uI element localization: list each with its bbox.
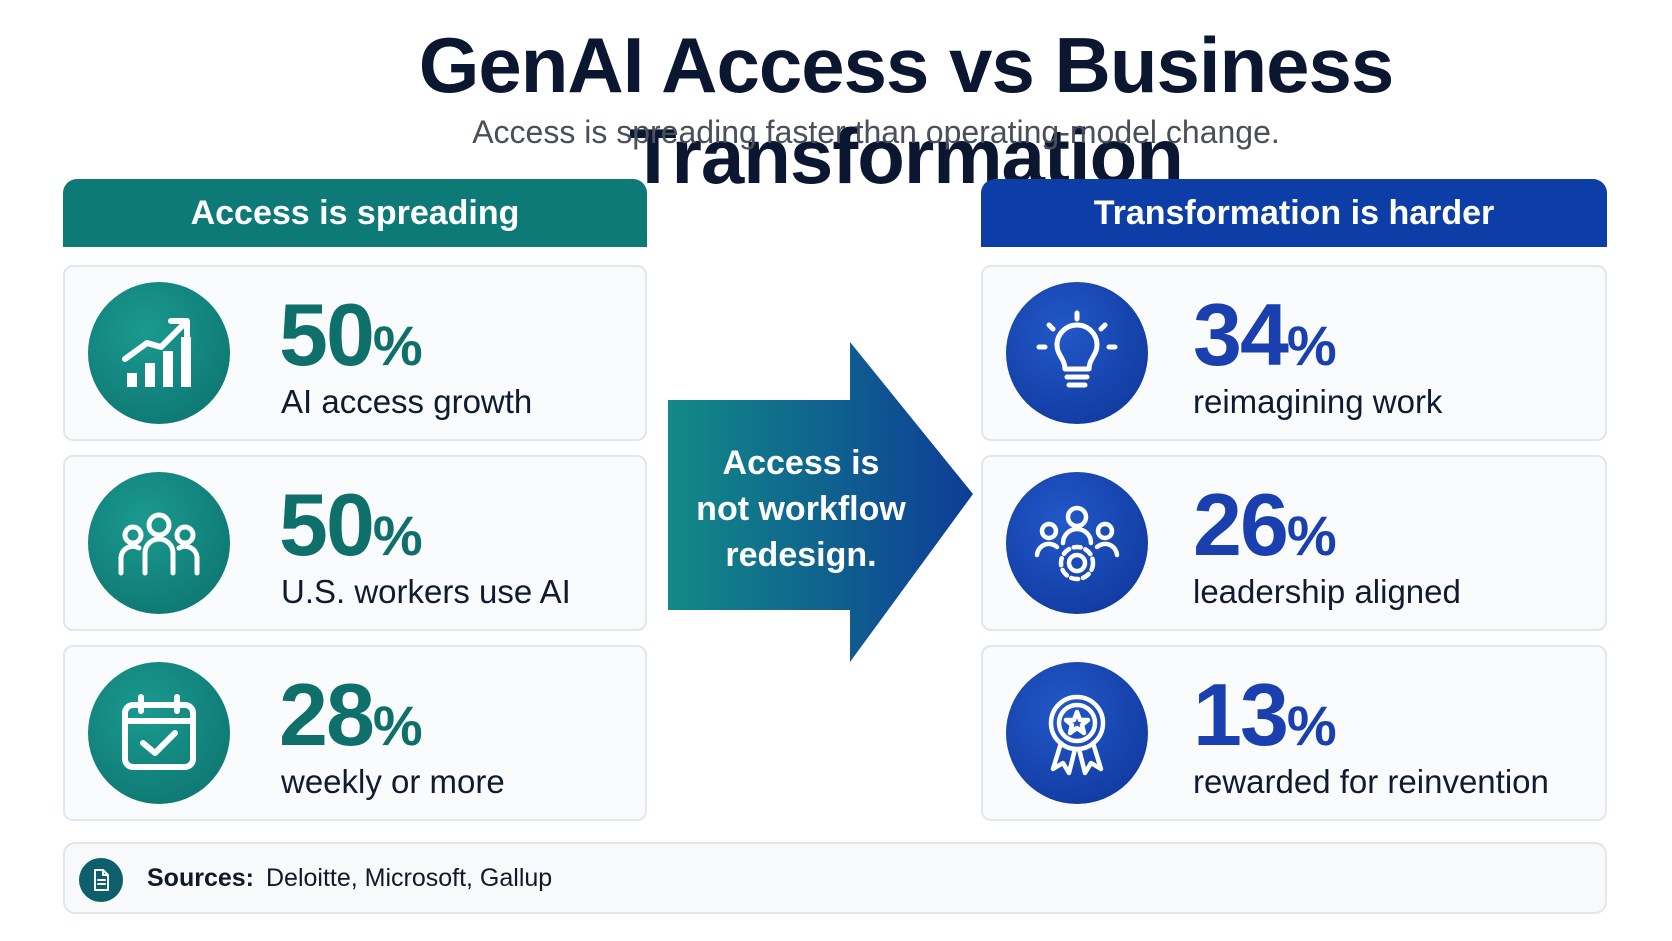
stat-value: 50%: [279, 285, 423, 384]
people-group-icon: [88, 472, 230, 614]
sources-bar: Sources: Deloitte, Microsoft, Gallup: [63, 842, 1607, 914]
sources-label: Sources:: [147, 864, 254, 892]
stat-label: U.S. workers use AI: [281, 573, 571, 610]
stat-label: leadership aligned: [1193, 573, 1461, 610]
arrow-message: Access is not workflow redesign.: [696, 444, 906, 574]
stat-label: reimagining work: [1193, 383, 1443, 420]
stat-card-ai-access-growth: 50% AI access growth: [63, 265, 647, 441]
stat-card-reimagining-work: 34% reimagining work: [981, 265, 1607, 441]
page-title: GenAI Access vs Business Transformation: [418, 21, 1395, 200]
stat-card-us-workers: 50% U.S. workers use AI: [63, 455, 647, 631]
document-icon: [79, 858, 123, 902]
stat-card-rewarded-reinvention: 13% rewarded for reinvention: [981, 645, 1607, 821]
left-column-header: Access is spreading: [63, 179, 647, 247]
people-gear-icon: [1006, 472, 1148, 614]
stat-value: 34%: [1193, 285, 1337, 384]
stat-value: 26%: [1193, 475, 1337, 574]
right-column-header: Transformation is harder: [981, 179, 1607, 247]
stat-card-weekly-usage: 28% weekly or more: [63, 645, 647, 821]
page-subtitle: Access is spreading faster than operatin…: [472, 114, 1280, 150]
stat-label: rewarded for reinvention: [1193, 763, 1549, 800]
award-ribbon-icon: [1006, 662, 1148, 804]
stat-value: 28%: [279, 665, 423, 764]
sources-text: Sources: Deloitte, Microsoft, Gallup: [147, 864, 552, 893]
stat-card-leadership-aligned: 26% leadership aligned: [981, 455, 1607, 631]
lightbulb-icon: [1006, 282, 1148, 424]
growth-chart-icon: [88, 282, 230, 424]
sources-list: Deloitte, Microsoft, Gallup: [265, 864, 553, 892]
stat-value: 50%: [279, 475, 423, 574]
calendar-check-icon: [88, 662, 230, 804]
center-arrow: [668, 342, 973, 662]
stat-value: 13%: [1193, 665, 1337, 764]
stat-label: AI access growth: [281, 383, 533, 420]
stat-label: weekly or more: [281, 763, 505, 800]
